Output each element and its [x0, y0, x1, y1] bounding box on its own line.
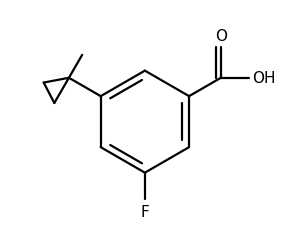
- Text: OH: OH: [252, 71, 275, 86]
- Text: F: F: [140, 204, 149, 219]
- Text: O: O: [215, 29, 227, 44]
